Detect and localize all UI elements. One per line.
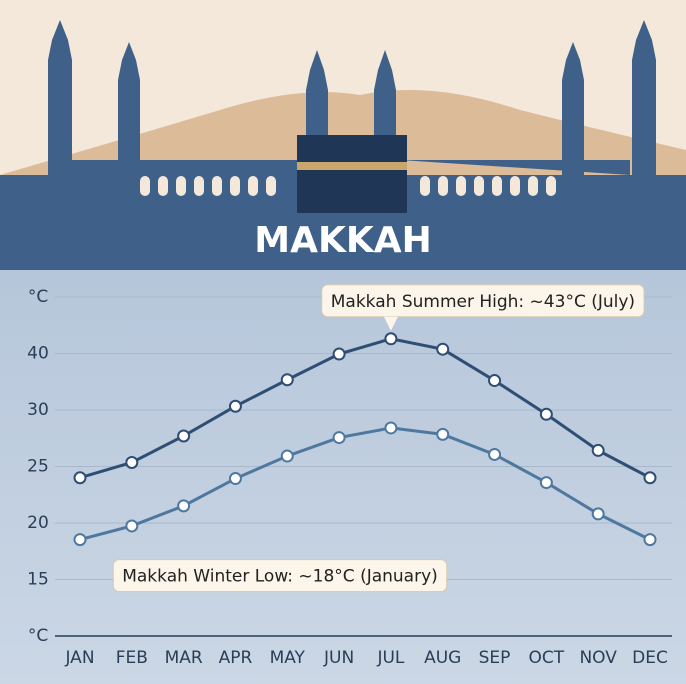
annotation: Makkah Summer High: ~43°C (July): [321, 284, 645, 331]
point: [488, 374, 502, 388]
point: [488, 447, 502, 461]
point: [643, 471, 657, 485]
point: [332, 347, 346, 361]
point: [177, 429, 191, 443]
point: [384, 421, 398, 435]
point: [591, 507, 605, 521]
point: [73, 533, 87, 547]
x-tick-label: FEB: [116, 648, 148, 668]
annotation-pointer: [383, 316, 398, 331]
point: [125, 455, 139, 469]
point: [436, 342, 450, 356]
point: [280, 449, 294, 463]
annotation-text: Makkah Winter Low: ~18°C (January): [122, 567, 438, 587]
point: [436, 427, 450, 441]
point: [643, 533, 657, 547]
point: [177, 499, 191, 513]
y-axis-label: 40: [27, 344, 49, 364]
y-axis-label: °C: [28, 626, 48, 646]
x-tick-label: MAR: [165, 648, 203, 668]
y-axis-label: 15: [27, 570, 49, 590]
y-axis-label: 20: [27, 513, 49, 533]
plot-background: [0, 270, 686, 684]
x-tick-label: APR: [219, 648, 253, 668]
point: [125, 519, 139, 533]
annotation-box: [321, 284, 645, 318]
x-tick-label: AUG: [424, 648, 461, 668]
y-axis-label: 25: [27, 457, 49, 477]
x-tick-label: JAN: [64, 648, 94, 668]
y-axis-label: °C: [28, 287, 48, 307]
line: [79, 337, 651, 480]
x-tick-label: OCT: [529, 648, 565, 668]
point: [591, 443, 605, 457]
point: [539, 476, 553, 490]
x-tick-label: NOV: [579, 648, 617, 668]
point: [228, 399, 242, 413]
annotation: Makkah Winter Low: ~18°C (January): [112, 559, 448, 593]
point: [73, 471, 87, 485]
point: [280, 373, 294, 387]
x-tick-label: MAY: [270, 648, 306, 668]
point: [539, 407, 553, 421]
line: [79, 426, 651, 542]
x-tick-label: JUL: [376, 648, 404, 668]
annotation-text: Makkah Summer High: ~43°C (July): [331, 292, 635, 312]
x-tick-label: SEP: [479, 648, 511, 668]
point: [228, 472, 242, 486]
y-axis-label: 30: [27, 400, 49, 420]
x-tick-label: JUN: [323, 648, 354, 668]
point: [332, 431, 346, 445]
x-tick-label: DEC: [632, 648, 668, 668]
annotation-box: [112, 559, 448, 593]
chart-title: MAKKAH: [254, 220, 431, 261]
point: [384, 332, 398, 346]
header-illustration: MAKKAH: [0, 0, 686, 270]
